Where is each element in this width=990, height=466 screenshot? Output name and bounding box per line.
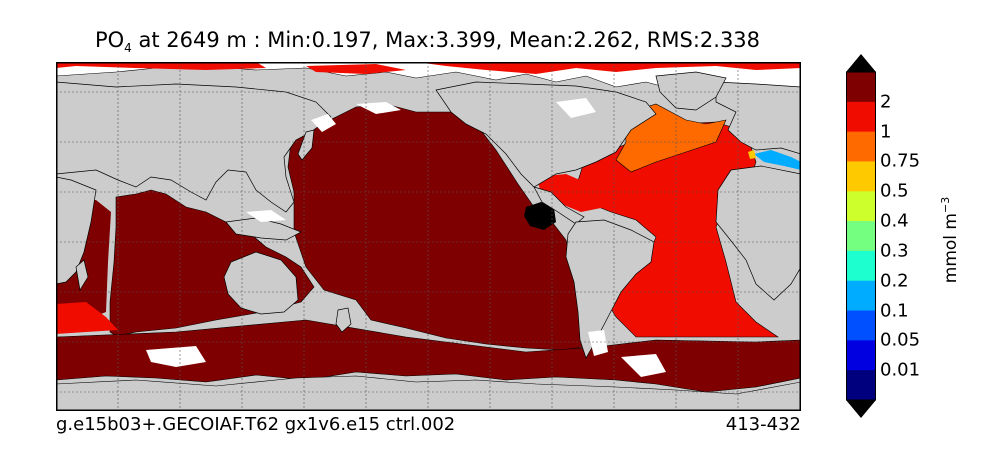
nodata-arctic-asia — [311, 114, 336, 132]
colorbar-segment — [846, 161, 876, 192]
colorbar-segment — [846, 131, 876, 162]
title-stats: at 2649 m : Min:0.197, Max:3.399, Mean:2… — [131, 28, 761, 52]
case-name: g.e15b03+.GECOIAF.T62 gx1v6.e15 ctrl.002 — [56, 414, 456, 435]
nodata-hudson — [556, 98, 596, 118]
nodata-patagonia — [588, 330, 608, 356]
colorbar-segment — [846, 340, 876, 371]
colorbar-segment — [846, 280, 876, 312]
central-america — [533, 186, 585, 225]
africa-east-part — [56, 176, 97, 285]
colorbar-tick-label: 0.75 — [880, 150, 921, 172]
greenland — [655, 71, 727, 111]
colorbar-segment — [846, 221, 876, 252]
units-exponent: −3 — [939, 196, 953, 213]
arctic-red-patch-east — [416, 62, 801, 74]
nodata-indonesia — [246, 210, 286, 222]
gulf-mexico-caribbean — [536, 174, 606, 212]
madagascar — [75, 259, 89, 291]
map-frame — [56, 62, 801, 411]
colorbar-segment — [846, 250, 876, 282]
units-text: mmol m — [940, 213, 961, 284]
colorbar-tick-label: 2 — [880, 91, 892, 113]
europe-east — [715, 81, 801, 155]
map-title: PO4 at 2649 m : Min:0.197, Max:3.399, Me… — [0, 28, 855, 55]
southern-red-west — [56, 302, 118, 334]
colorbar-tick-label: 0.2 — [880, 270, 909, 292]
title-subscript: 4 — [124, 41, 132, 55]
colorbar-tick-label: 0.1 — [880, 300, 909, 322]
colorbar-segment — [846, 310, 876, 341]
colorbar-over-triangle — [846, 54, 876, 72]
colorbar-segment — [846, 101, 876, 133]
colorbar-tick-label: 0.01 — [880, 359, 921, 381]
world-map — [56, 62, 801, 411]
graticule — [56, 62, 801, 411]
japan — [297, 129, 315, 161]
mediterranean-yellow — [748, 150, 756, 159]
colorbar-tick-label: 1 — [880, 121, 892, 143]
colorbar-tick-label: 0.4 — [880, 210, 909, 232]
colorbar-frame — [846, 71, 876, 401]
new-zealand — [335, 307, 352, 333]
antarctic-shelf-white-2 — [621, 354, 666, 377]
colorbar-tick-label: 0.05 — [880, 329, 921, 351]
nodata-bering — [356, 102, 401, 114]
year-range: 413-432 — [725, 414, 801, 435]
arctic-red-patch-west — [56, 62, 266, 70]
east-pacific-anomaly — [524, 202, 556, 230]
antarctic-shelf-white — [146, 346, 206, 367]
north-america — [435, 81, 657, 188]
colorbar-segment — [846, 370, 876, 401]
colorbar-segment — [846, 191, 876, 222]
title-variable: PO — [94, 28, 125, 52]
colorbar-units: mmol m−3 — [939, 197, 961, 283]
australia — [223, 251, 299, 315]
arctic-red-patch-asia — [306, 64, 406, 74]
mediterranean — [754, 150, 801, 170]
colorbar-under-triangle — [846, 400, 876, 418]
colorbar-tick-label: 0.3 — [880, 240, 909, 262]
eurasia — [56, 81, 332, 213]
colorbar-segment — [846, 72, 876, 103]
colorbar-tick-label: 0.5 — [880, 180, 909, 202]
colorbar — [846, 54, 876, 418]
